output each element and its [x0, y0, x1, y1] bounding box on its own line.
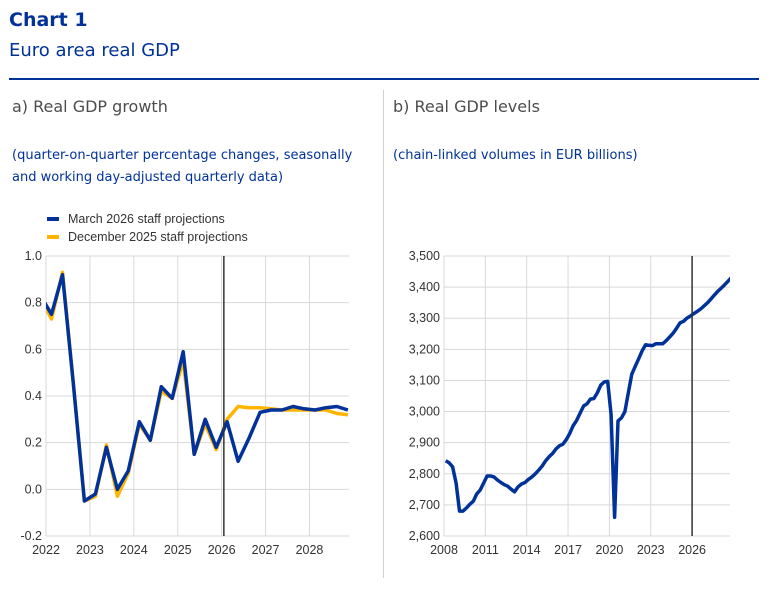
x-tick-label: 2023 — [76, 543, 104, 557]
y-tick-label: 3,500 — [409, 249, 440, 263]
y-tick-label: 2,900 — [409, 436, 440, 450]
y-tick-label: 1.0 — [25, 249, 42, 263]
x-tick-label: 2026 — [208, 543, 236, 557]
x-tick-label: 2020 — [595, 543, 623, 557]
x-tick-label: 2027 — [252, 543, 280, 557]
y-tick-label: 0.2 — [25, 436, 42, 450]
series-line-march2026 — [46, 272, 349, 503]
legend-item-december2025: December 2025 staff projections — [47, 228, 248, 246]
series-line-march2026 — [444, 276, 730, 520]
x-tick-label: 2025 — [164, 543, 192, 557]
x-tick-label: 2011 — [472, 543, 499, 557]
panel-b-plot: 3,500 3,400 3,300 3,200 3,100 3,000 2,900 2,800… — [409, 249, 730, 557]
x-tick-label: 2014 — [513, 543, 541, 557]
legend-label: March 2026 staff projections — [68, 212, 225, 226]
y-tick-label: 0.0 — [25, 482, 42, 496]
legend-swatch-march2026 — [47, 217, 59, 221]
header-divider — [9, 78, 759, 80]
series-line-december2025 — [46, 270, 349, 503]
y-tick-label: 0.6 — [25, 342, 42, 356]
y-tick-label: 3,100 — [409, 373, 440, 387]
panel-a-title: a) Real GDP growth — [12, 97, 168, 116]
x-tick-label: 2026 — [678, 543, 706, 557]
panel-divider — [383, 90, 384, 578]
y-tick-label: 2,700 — [409, 498, 440, 512]
y-tick-label: -0.2 — [20, 529, 42, 543]
y-tick-label: 0.4 — [25, 389, 42, 403]
x-tick-label: 2028 — [296, 543, 324, 557]
chart-number: Chart 1 — [9, 9, 88, 31]
y-tick-label: 3,400 — [409, 280, 440, 294]
y-tick-label: 2,800 — [409, 467, 440, 481]
x-tick-label: 2008 — [430, 543, 458, 557]
chart-title: Euro area real GDP — [9, 40, 180, 61]
x-tick-label: 2022 — [32, 543, 60, 557]
panel-b-note: (chain-linked volumes in EUR billions) — [393, 148, 638, 163]
y-tick-label: 3,300 — [409, 311, 440, 325]
legend: March 2026 staff projections December 20… — [47, 210, 248, 246]
x-tick-label: 2017 — [554, 543, 582, 557]
legend-swatch-december2025 — [47, 235, 59, 239]
x-tick-label: 2024 — [120, 543, 148, 557]
panel-a-note: (quarter-on-quarter percentage changes, … — [12, 148, 353, 185]
y-tick-label: 3,000 — [409, 405, 440, 419]
y-tick-label: 2,600 — [409, 529, 440, 543]
y-tick-label: 0.8 — [25, 296, 42, 310]
panel-b-title: b) Real GDP levels — [393, 97, 540, 116]
y-tick-label: 3,200 — [409, 342, 440, 356]
legend-item-march2026: March 2026 staff projections — [47, 210, 248, 228]
legend-label: December 2025 staff projections — [68, 230, 248, 244]
x-tick-label: 2023 — [637, 543, 665, 557]
